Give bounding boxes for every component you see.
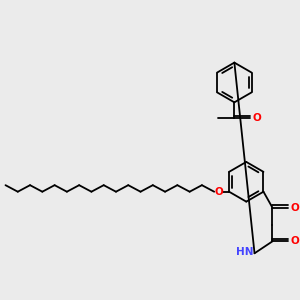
Text: O: O: [215, 187, 224, 197]
Text: O: O: [290, 202, 299, 213]
Text: O: O: [290, 236, 299, 246]
Text: O: O: [252, 113, 261, 123]
Text: HN: HN: [236, 247, 254, 257]
